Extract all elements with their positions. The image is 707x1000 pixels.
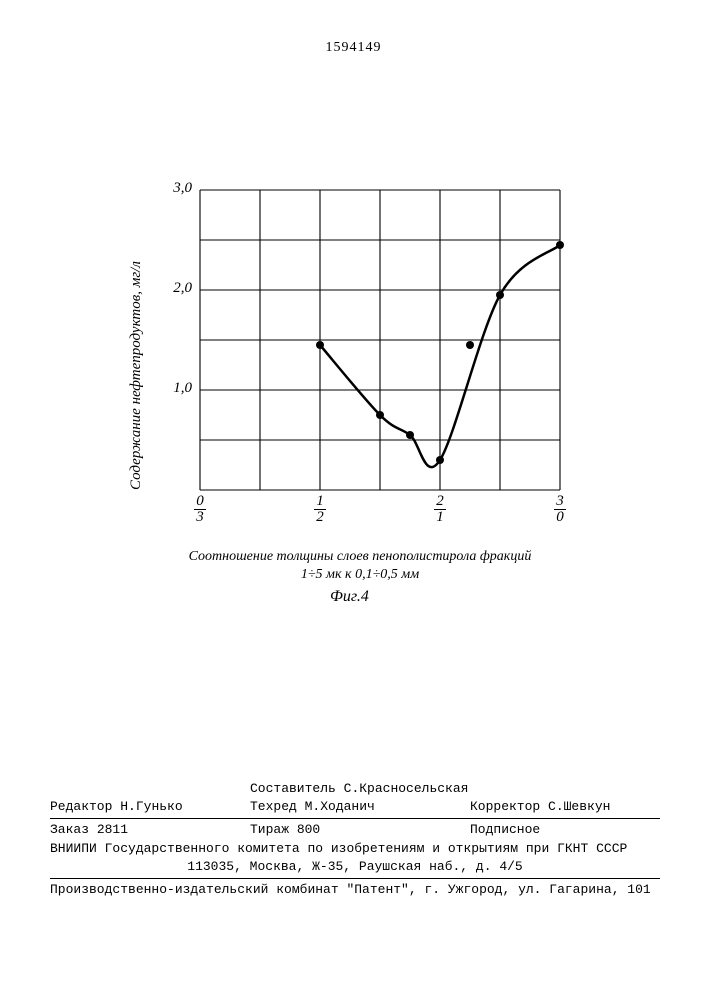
y-tick: 1,0 [162,380,192,397]
org-line: ВНИИПИ Государственного комитета по изоб… [50,841,627,856]
order-num: 2811 [97,822,128,837]
y-tick: 3,0 [162,180,192,197]
footer-block: Составитель С.Красносельская Редактор Н.… [50,780,660,899]
x-tick: 30 [545,494,575,525]
tirage-num: 800 [297,822,320,837]
tech-label: Техред [250,799,297,814]
compiler-label: Составитель [250,781,336,796]
x-tick: 03 [185,494,215,525]
figure-number: Фиг.4 [330,588,369,606]
x-tick: 21 [425,494,455,525]
subscript: Подписное [470,822,540,837]
y-tick: 2,0 [162,280,192,297]
corrector-label: Корректор [470,799,540,814]
tech-name: М.Ходанич [305,799,375,814]
addr1: 113035, Москва, Ж-35, Раушская наб., д. … [187,859,522,874]
editor-label: Редактор [50,799,112,814]
compiler-name: С.Красносельская [344,781,469,796]
tirage-label: Тираж [250,822,289,837]
document-number: 1594149 [0,40,707,56]
chart-plot [110,160,580,510]
editor-name: Н.Гунько [120,799,182,814]
addr2: Производственно-издательский комбинат "П… [50,882,651,897]
chart-container: Содержание нефтепродуктов, мг/л 1,02,03,… [110,160,590,600]
x-axis-label: Соотношение толщины слоев пенополистирол… [100,548,620,583]
corrector-name: С.Шевкун [548,799,610,814]
x-tick: 12 [305,494,335,525]
order-label: Заказ [50,822,89,837]
